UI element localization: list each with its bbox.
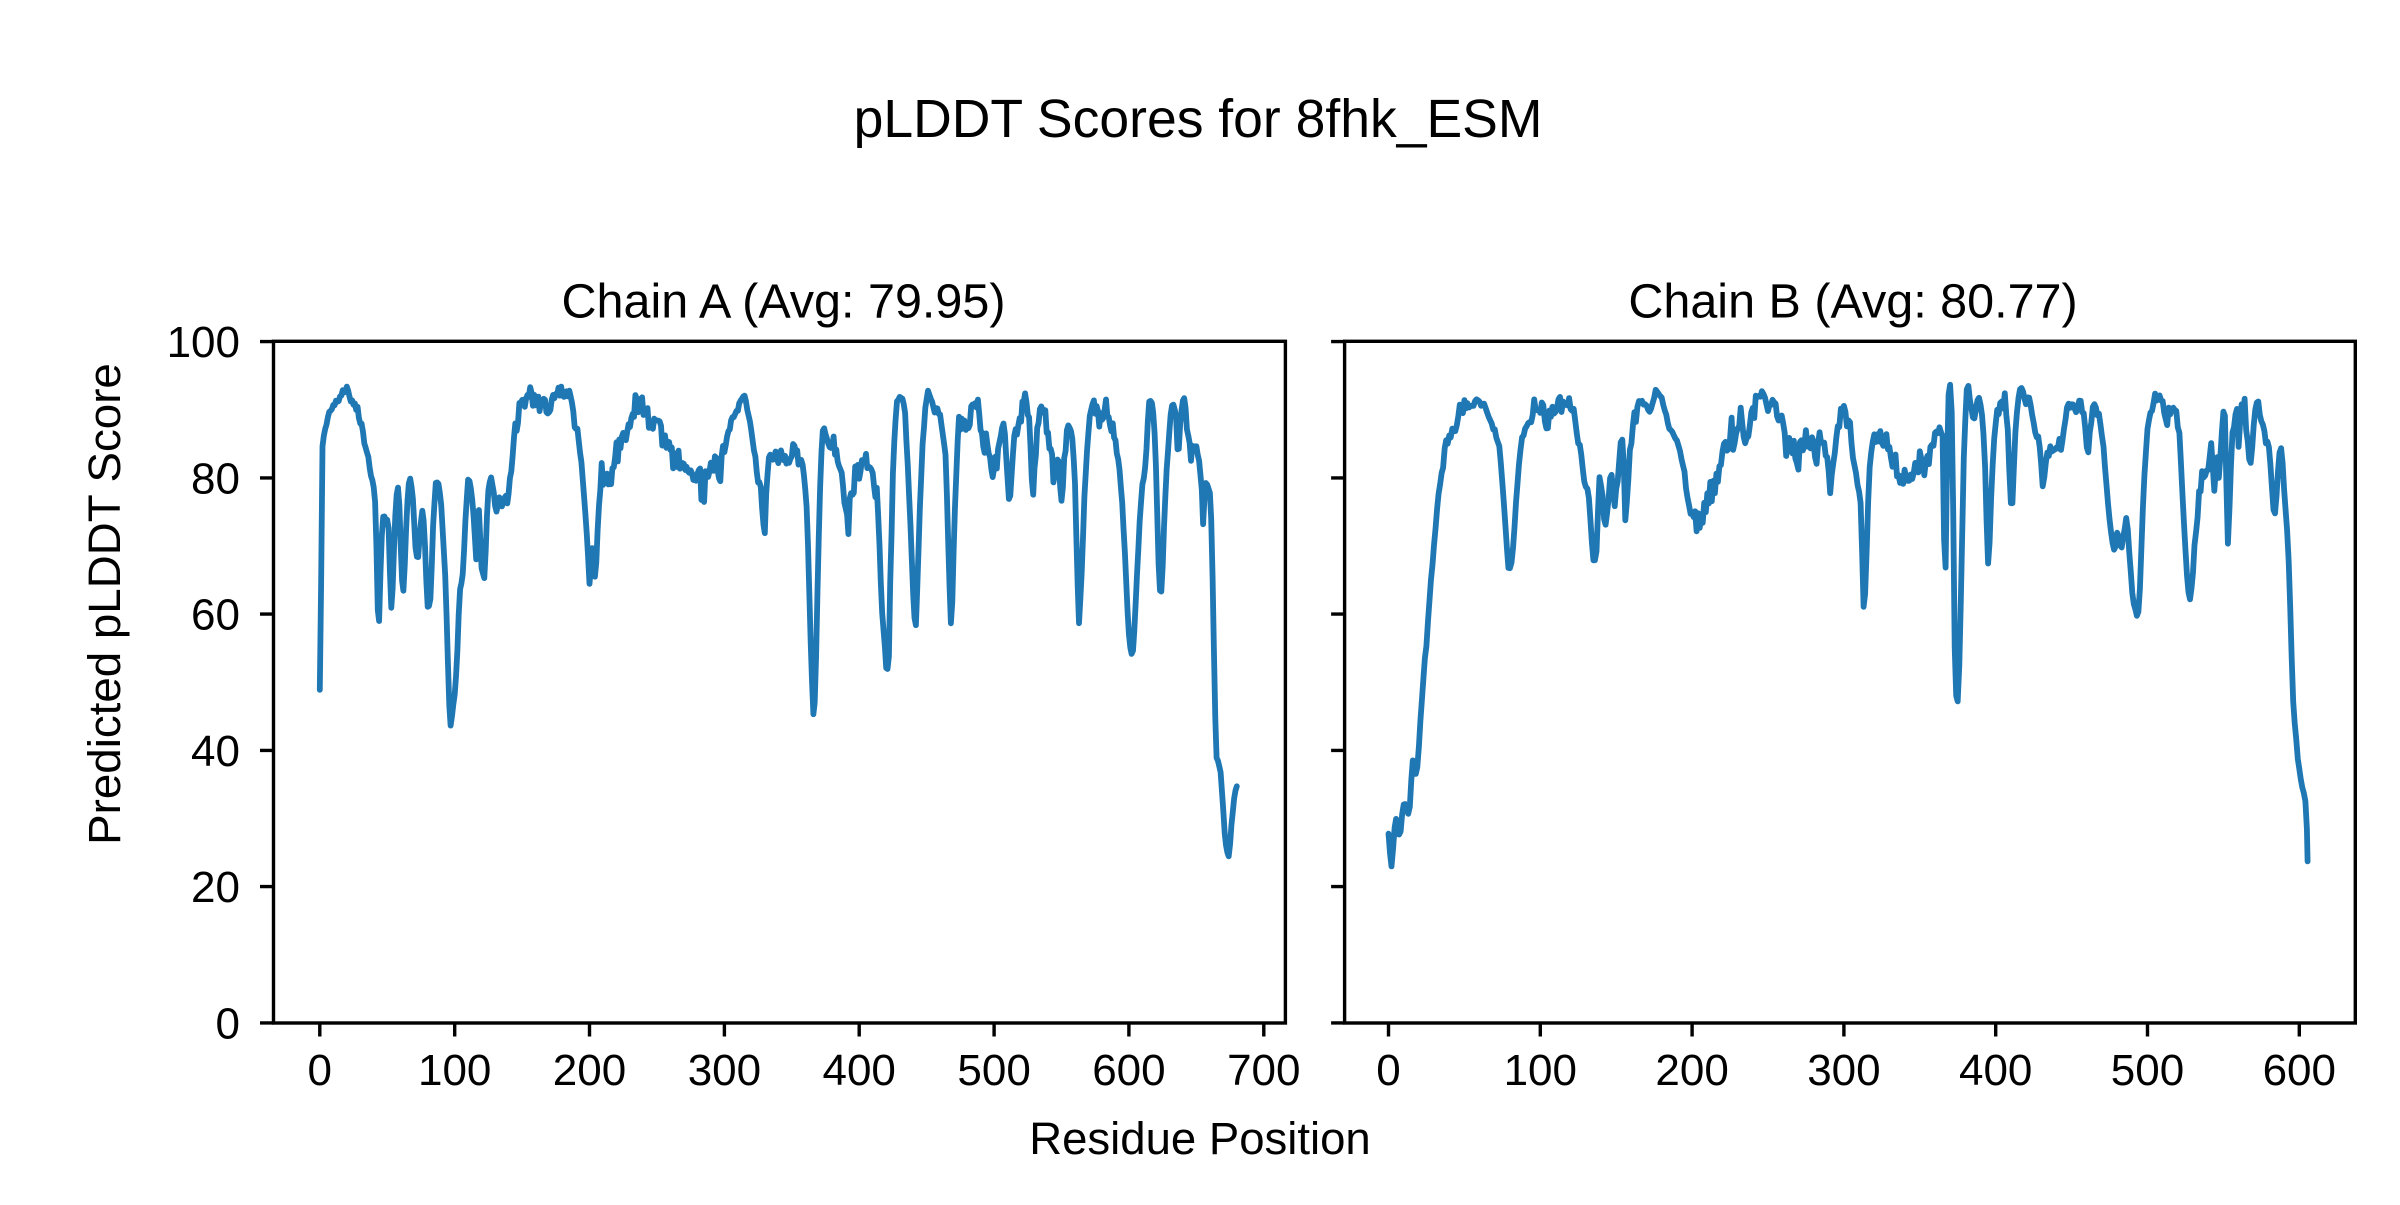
svg-text:200: 200 xyxy=(553,1046,626,1095)
svg-text:pLDDT Scores for 8fhk_ESM: pLDDT Scores for 8fhk_ESM xyxy=(854,90,1543,149)
svg-text:20: 20 xyxy=(191,863,240,912)
svg-text:100: 100 xyxy=(167,318,240,367)
svg-text:0: 0 xyxy=(308,1046,332,1095)
svg-text:100: 100 xyxy=(1504,1046,1577,1095)
svg-text:Residue Position: Residue Position xyxy=(1029,1113,1370,1164)
svg-text:0: 0 xyxy=(1376,1046,1400,1095)
svg-text:600: 600 xyxy=(1092,1046,1165,1095)
svg-text:400: 400 xyxy=(822,1046,895,1095)
svg-text:80: 80 xyxy=(191,454,240,503)
svg-text:600: 600 xyxy=(2263,1046,2336,1095)
svg-text:500: 500 xyxy=(957,1046,1030,1095)
svg-text:400: 400 xyxy=(1959,1046,2032,1095)
svg-text:300: 300 xyxy=(1807,1046,1880,1095)
svg-text:Chain A (Avg: 79.95): Chain A (Avg: 79.95) xyxy=(562,275,1006,329)
svg-text:700: 700 xyxy=(1227,1046,1300,1095)
svg-text:200: 200 xyxy=(1655,1046,1728,1095)
svg-text:500: 500 xyxy=(2111,1046,2184,1095)
svg-text:60: 60 xyxy=(191,591,240,640)
svg-text:300: 300 xyxy=(688,1046,761,1095)
svg-text:Chain B (Avg: 80.77): Chain B (Avg: 80.77) xyxy=(1628,275,2077,329)
svg-text:Predicted pLDDT Score: Predicted pLDDT Score xyxy=(79,363,130,845)
svg-text:100: 100 xyxy=(418,1046,491,1095)
svg-text:0: 0 xyxy=(216,999,240,1048)
svg-text:40: 40 xyxy=(191,727,240,776)
